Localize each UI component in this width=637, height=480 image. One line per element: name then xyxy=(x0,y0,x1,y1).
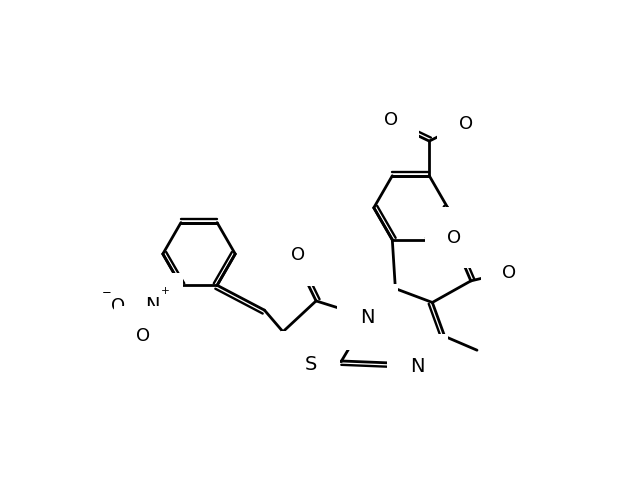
Text: O: O xyxy=(136,327,150,345)
Text: N: N xyxy=(410,357,425,376)
Text: N: N xyxy=(146,296,160,315)
Text: N: N xyxy=(361,308,375,326)
Text: O: O xyxy=(111,297,125,314)
Text: O: O xyxy=(459,115,473,133)
Text: O: O xyxy=(383,110,398,129)
Text: O: O xyxy=(503,264,517,282)
Text: O: O xyxy=(290,247,304,264)
Text: S: S xyxy=(304,355,317,373)
Text: O: O xyxy=(447,229,461,247)
Text: $^{-}$: $^{-}$ xyxy=(101,288,112,306)
Text: $^{+}$: $^{+}$ xyxy=(160,287,169,301)
